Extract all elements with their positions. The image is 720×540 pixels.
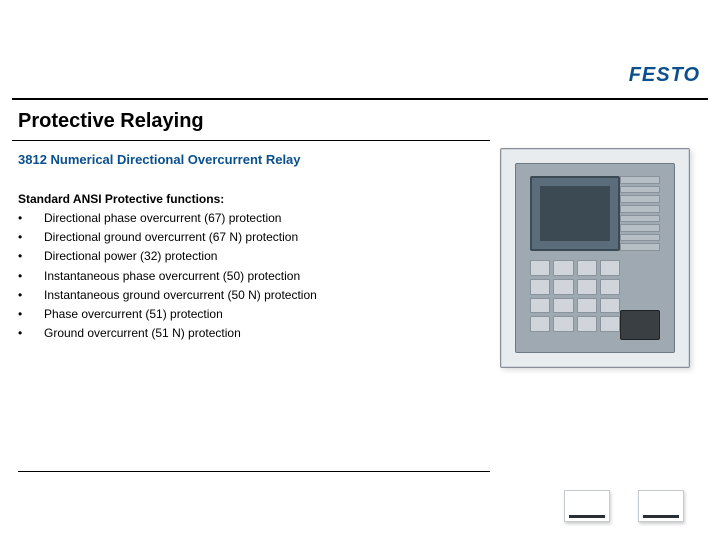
device-key — [577, 316, 597, 332]
list-item: • Directional power (32) protection — [18, 248, 458, 264]
bullet-icon: • — [18, 268, 44, 284]
device-key — [530, 260, 550, 276]
bullet-text: Directional phase overcurrent (67) prote… — [44, 210, 458, 226]
bullet-text: Instantaneous phase overcurrent (50) pro… — [44, 268, 458, 284]
list-item: • Instantaneous ground overcurrent (50 N… — [18, 287, 458, 303]
device-key — [530, 279, 550, 295]
bullet-icon: • — [18, 325, 44, 341]
device-key — [600, 279, 620, 295]
device-keypad — [530, 260, 620, 332]
brand-logo: FESTO — [600, 60, 700, 90]
device-key — [577, 298, 597, 314]
bullet-icon: • — [18, 287, 44, 303]
rule-top — [12, 98, 708, 100]
device-key — [600, 298, 620, 314]
device-key — [530, 298, 550, 314]
rule-bottom — [18, 471, 490, 472]
device-key — [577, 260, 597, 276]
device-led — [620, 215, 660, 223]
rule-under-title — [12, 140, 490, 141]
list-item: • Instantaneous phase overcurrent (50) p… — [18, 268, 458, 284]
footer-thumbnail — [564, 490, 610, 522]
device-led-column — [620, 176, 660, 251]
device-led — [620, 205, 660, 213]
footer-thumbnail — [638, 490, 684, 522]
bullet-text: Phase overcurrent (51) protection — [44, 306, 458, 322]
device-led — [620, 195, 660, 203]
page-subtitle: 3812 Numerical Directional Overcurrent R… — [18, 152, 301, 167]
device-led — [620, 243, 660, 251]
page-title: Protective Relaying — [18, 110, 204, 133]
device-led — [620, 176, 660, 184]
list-item: • Ground overcurrent (51 N) protection — [18, 325, 458, 341]
bullet-icon: • — [18, 248, 44, 264]
device-key — [553, 298, 573, 314]
device-screen — [530, 176, 620, 251]
device-key — [530, 316, 550, 332]
bullet-text: Instantaneous ground overcurrent (50 N) … — [44, 287, 458, 303]
device-port — [620, 310, 660, 340]
bullet-icon: • — [18, 229, 44, 245]
device-led — [620, 186, 660, 194]
list-item: • Phase overcurrent (51) protection — [18, 306, 458, 322]
device-key — [600, 316, 620, 332]
bullet-icon: • — [18, 210, 44, 226]
bullet-text: Directional ground overcurrent (67 N) pr… — [44, 229, 458, 245]
device-key — [577, 279, 597, 295]
device-screen-inner — [540, 186, 610, 241]
device-key — [553, 260, 573, 276]
list-item: • Directional phase overcurrent (67) pro… — [18, 210, 458, 226]
device-key — [600, 260, 620, 276]
brand-logo-text: FESTO — [629, 64, 700, 87]
device-front-panel — [515, 163, 675, 353]
footer-thumbnails — [564, 490, 684, 522]
device-image — [500, 148, 690, 368]
device-led — [620, 234, 660, 242]
device-key — [553, 316, 573, 332]
list-item: • Directional ground overcurrent (67 N) … — [18, 229, 458, 245]
device-enclosure — [500, 148, 690, 368]
bullet-text: Ground overcurrent (51 N) protection — [44, 325, 458, 341]
device-led — [620, 224, 660, 232]
bullet-list: • Directional phase overcurrent (67) pro… — [18, 210, 458, 344]
bullet-icon: • — [18, 306, 44, 322]
functions-heading: Standard ANSI Protective functions: — [18, 192, 224, 206]
device-key — [553, 279, 573, 295]
bullet-text: Directional power (32) protection — [44, 248, 458, 264]
